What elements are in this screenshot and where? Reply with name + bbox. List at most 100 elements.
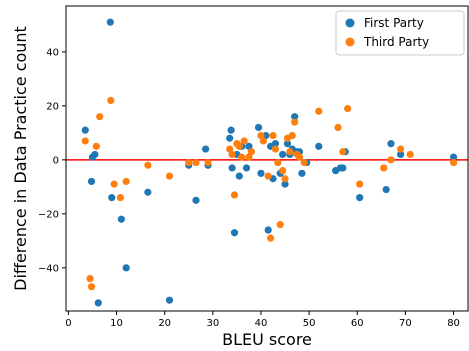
point-third-party <box>334 123 342 132</box>
point-first-party <box>108 194 116 202</box>
point-third-party <box>339 148 347 156</box>
point-third-party <box>300 158 308 167</box>
point-third-party <box>380 164 388 172</box>
point-third-party <box>96 113 104 121</box>
legend-box <box>335 10 465 56</box>
point-third-party <box>274 158 282 167</box>
chart-legend: First Party Third Party <box>335 10 465 56</box>
x-tick-label: 10 <box>110 318 123 329</box>
point-third-party <box>235 142 243 150</box>
point-first-party <box>227 126 235 134</box>
point-third-party <box>226 145 234 153</box>
point-first-party <box>87 177 96 186</box>
y-tick-label: −40 <box>38 263 59 274</box>
point-third-party <box>264 172 272 180</box>
point-third-party <box>406 150 414 159</box>
point-first-party <box>291 113 299 121</box>
legend-label-third-party: Third Party <box>363 35 429 49</box>
point-first-party <box>91 150 99 159</box>
point-first-party <box>228 164 236 172</box>
point-first-party <box>226 134 234 142</box>
point-third-party <box>87 283 96 291</box>
point-first-party <box>257 169 265 177</box>
point-first-party <box>230 229 239 237</box>
point-first-party <box>283 140 292 148</box>
point-third-party <box>192 158 200 167</box>
point-third-party <box>230 191 239 199</box>
point-third-party <box>245 153 253 161</box>
plot-area-frame <box>65 5 469 312</box>
point-first-party <box>281 180 289 188</box>
point-first-party <box>315 142 323 150</box>
point-third-party <box>449 158 458 167</box>
point-third-party <box>396 145 405 153</box>
point-third-party <box>279 167 287 175</box>
x-tick-label: 50 <box>303 318 316 329</box>
point-first-party <box>356 194 364 202</box>
point-third-party <box>276 221 284 229</box>
point-third-party <box>185 158 193 167</box>
x-tick-label: 30 <box>206 318 219 329</box>
point-first-party <box>94 299 102 307</box>
point-first-party <box>245 142 253 150</box>
point-first-party <box>202 145 210 153</box>
point-third-party <box>240 137 248 145</box>
point-third-party <box>110 180 118 188</box>
point-third-party <box>92 142 100 150</box>
point-third-party <box>86 275 94 283</box>
point-third-party <box>228 150 236 159</box>
point-third-party <box>387 156 395 164</box>
point-first-party <box>396 150 405 159</box>
point-first-party <box>192 196 200 204</box>
point-first-party <box>279 150 287 159</box>
point-third-party <box>116 194 125 202</box>
point-first-party <box>339 164 347 172</box>
x-tick-label: 80 <box>447 318 460 329</box>
y-tick-label: −20 <box>38 209 59 220</box>
point-first-party <box>117 215 125 223</box>
point-third-party <box>122 177 130 186</box>
point-third-party <box>165 172 174 180</box>
point-third-party <box>356 180 364 188</box>
point-first-party <box>387 140 395 148</box>
point-third-party <box>144 161 152 169</box>
point-first-party <box>242 164 251 172</box>
data-points <box>81 18 458 307</box>
y-axis-title: Difference in Data Practice count <box>11 26 30 291</box>
point-third-party <box>281 175 289 183</box>
point-first-party <box>106 18 114 26</box>
point-first-party <box>122 264 130 272</box>
point-third-party <box>238 153 246 161</box>
x-tick-label: 20 <box>158 318 171 329</box>
point-first-party <box>254 123 263 132</box>
x-tick-label: 70 <box>399 318 412 329</box>
point-third-party <box>271 145 280 153</box>
point-third-party <box>107 96 115 105</box>
point-third-party <box>81 137 89 145</box>
y-tick-label: 20 <box>46 101 59 112</box>
y-tick-label: 0 <box>53 155 59 166</box>
legend-label-first-party: First Party <box>364 16 424 30</box>
point-third-party <box>315 107 323 115</box>
point-first-party <box>298 169 306 177</box>
point-first-party <box>382 185 390 194</box>
point-third-party <box>257 131 265 140</box>
legend-marker-third-party <box>345 37 355 47</box>
point-first-party <box>235 172 243 180</box>
point-third-party <box>269 131 277 140</box>
axis-ticks: 0 10 20 30 40 50 60 70 80 −40 −20 0 20 40 <box>38 47 460 329</box>
legend-marker-first-party <box>345 18 355 28</box>
point-third-party <box>247 148 255 156</box>
x-tick-label: 60 <box>351 318 364 329</box>
point-third-party <box>291 118 299 126</box>
point-third-party <box>286 148 294 156</box>
point-first-party <box>264 226 272 234</box>
point-third-party <box>204 158 212 167</box>
x-axis-title: BLEU score <box>222 330 312 349</box>
point-third-party <box>295 153 304 161</box>
point-third-party <box>267 234 275 242</box>
y-tick-label: 40 <box>46 47 59 58</box>
point-third-party <box>344 104 352 113</box>
x-tick-label: 0 <box>65 318 71 329</box>
